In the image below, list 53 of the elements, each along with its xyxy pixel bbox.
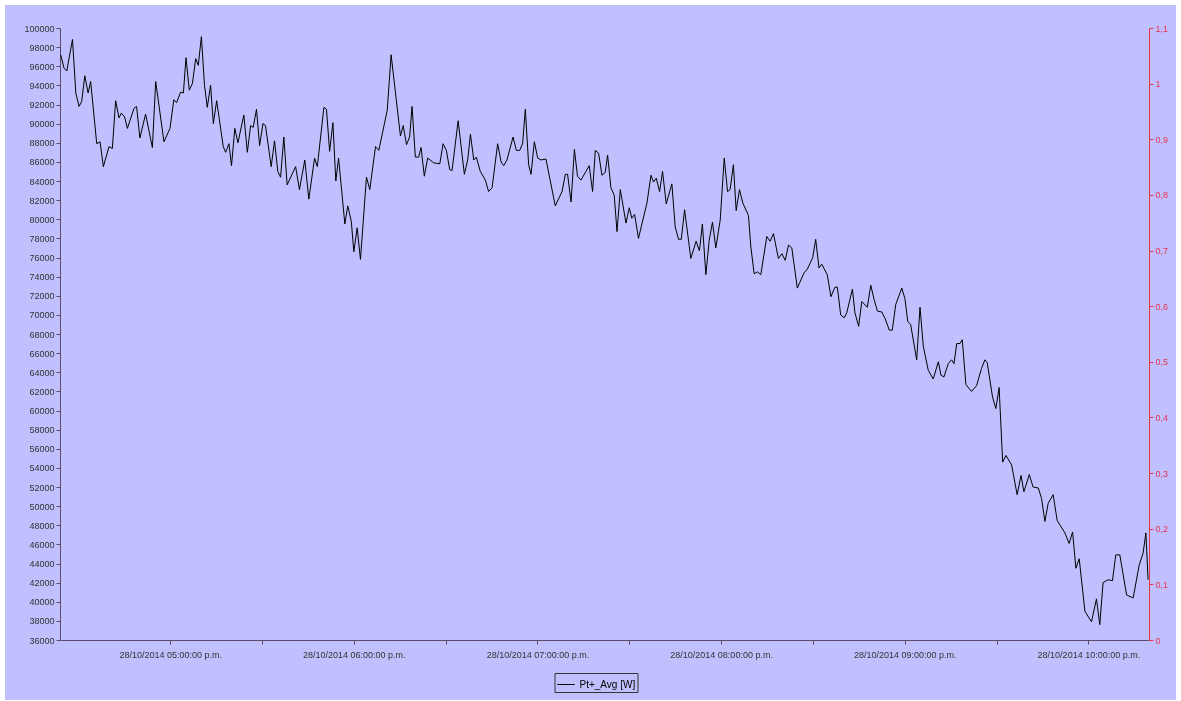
y-tick-label: 96000: [29, 61, 55, 72]
y-tick-label: 98000: [29, 42, 55, 53]
y-tick-label: 78000: [29, 233, 55, 244]
y-tick-label: 54000: [29, 463, 55, 474]
y-tick-label: 84000: [29, 176, 55, 187]
x-tick-label: 28/10/2014 06:00:00 p.m.: [303, 649, 406, 660]
y-tick-label: 62000: [29, 386, 55, 397]
y-tick-label: 76000: [29, 253, 55, 263]
legend-label: Pt+_Avg [W]: [579, 678, 636, 690]
y-tick-label: 82000: [29, 195, 55, 206]
y-tick-label: 66000: [29, 348, 55, 359]
x-tick-label: 28/10/2014 09:00:00 p.m.: [853, 649, 957, 660]
y2-tick-label: 0,8: [1155, 190, 1169, 201]
y-tick-label: 56000: [29, 444, 55, 455]
y-tick-label: 42000: [29, 578, 55, 589]
y-tick-label: 74000: [29, 272, 55, 283]
x-tick-label: 28/10/2014 10:00:00 p.m.: [1037, 649, 1141, 660]
y-tick-label: 46000: [29, 539, 55, 550]
y-tick-label: 90000: [29, 119, 55, 130]
x-tick-label: 28/10/2014 07:00:00 p.m.: [486, 649, 590, 660]
line-series: [60, 36, 1149, 626]
y2-tick-label: 0,6: [1155, 301, 1169, 312]
y-tick-label: 72000: [29, 291, 55, 302]
y-tick-label: 38000: [29, 616, 55, 627]
y-tick-label: 64000: [29, 367, 55, 378]
y-tick-label: 50000: [29, 501, 55, 512]
y-tick-label: 44000: [29, 559, 55, 569]
y2-tick-label: 0: [1155, 635, 1161, 646]
y-tick-label: 68000: [29, 329, 55, 340]
y-tick-label: 52000: [29, 482, 55, 493]
y2-tick-label: 0,3: [1155, 468, 1169, 479]
y-tick-label: 88000: [29, 138, 55, 149]
x-tick-label: 28/10/2014 05:00:00 p.m.: [119, 649, 222, 660]
y2-tick-label: 0,9: [1155, 134, 1169, 145]
y-tick-label: 70000: [29, 310, 55, 321]
y-tick-label: 60000: [29, 406, 55, 416]
y2-tick-label: 0,1: [1155, 579, 1169, 590]
y-tick-label: 100000: [24, 23, 55, 34]
y2-tick-label: 1,1: [1155, 23, 1169, 34]
y2-tick-label: 0,7: [1155, 246, 1169, 257]
y2-tick-label: 0,5: [1155, 357, 1169, 368]
y2-tick-label: 1: [1155, 79, 1161, 90]
y-tick-label: 94000: [29, 80, 55, 91]
x-tick-label: 28/10/2014 08:00:00 p.m.: [670, 649, 773, 660]
y-tick-label: 86000: [29, 157, 55, 168]
y-tick-label: 48000: [29, 520, 55, 531]
y-tick-label: 92000: [29, 100, 55, 110]
y2-tick-label: 0,4: [1155, 412, 1169, 423]
y-tick-label: 40000: [29, 597, 55, 608]
y-tick-label: 36000: [29, 635, 55, 646]
y2-tick-label: 0,2: [1155, 524, 1169, 535]
y-tick-label: 58000: [29, 425, 55, 436]
y-tick-label: 80000: [29, 214, 55, 225]
